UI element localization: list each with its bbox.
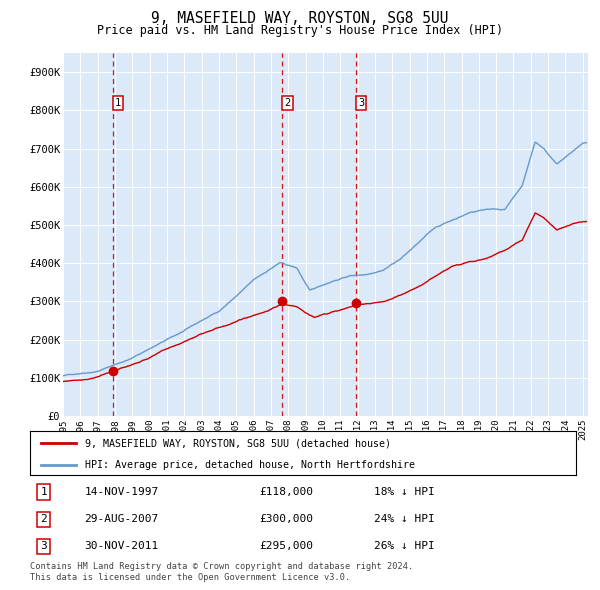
- Text: 24% ↓ HPI: 24% ↓ HPI: [374, 514, 435, 525]
- Text: 29-AUG-2007: 29-AUG-2007: [85, 514, 159, 525]
- Text: This data is licensed under the Open Government Licence v3.0.: This data is licensed under the Open Gov…: [30, 573, 350, 582]
- Text: HPI: Average price, detached house, North Hertfordshire: HPI: Average price, detached house, Nort…: [85, 460, 415, 470]
- Text: 26% ↓ HPI: 26% ↓ HPI: [374, 542, 435, 552]
- Text: 2: 2: [284, 98, 290, 108]
- Text: 30-NOV-2011: 30-NOV-2011: [85, 542, 159, 552]
- Text: 9, MASEFIELD WAY, ROYSTON, SG8 5UU (detached house): 9, MASEFIELD WAY, ROYSTON, SG8 5UU (deta…: [85, 438, 391, 448]
- Text: Price paid vs. HM Land Registry's House Price Index (HPI): Price paid vs. HM Land Registry's House …: [97, 24, 503, 37]
- Text: 3: 3: [358, 98, 364, 108]
- Text: £295,000: £295,000: [259, 542, 313, 552]
- Text: £118,000: £118,000: [259, 487, 313, 497]
- Text: 9, MASEFIELD WAY, ROYSTON, SG8 5UU: 9, MASEFIELD WAY, ROYSTON, SG8 5UU: [151, 11, 449, 25]
- Text: £300,000: £300,000: [259, 514, 313, 525]
- Text: 1: 1: [115, 98, 121, 108]
- Text: 14-NOV-1997: 14-NOV-1997: [85, 487, 159, 497]
- Text: 18% ↓ HPI: 18% ↓ HPI: [374, 487, 435, 497]
- Text: 3: 3: [40, 542, 47, 552]
- Text: 2: 2: [40, 514, 47, 525]
- Text: 1: 1: [40, 487, 47, 497]
- Text: Contains HM Land Registry data © Crown copyright and database right 2024.: Contains HM Land Registry data © Crown c…: [30, 562, 413, 571]
